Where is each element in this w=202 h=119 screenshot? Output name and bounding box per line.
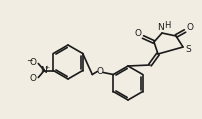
Text: N: N	[157, 22, 163, 32]
Text: O: O	[97, 67, 104, 76]
Text: N: N	[40, 66, 47, 75]
Text: S: S	[185, 45, 191, 54]
Text: O: O	[135, 30, 141, 39]
Text: H: H	[164, 22, 170, 30]
Text: −: −	[26, 56, 33, 65]
Text: +: +	[45, 65, 50, 70]
Text: O: O	[186, 23, 194, 32]
Text: O: O	[30, 74, 37, 83]
Text: O: O	[30, 58, 37, 67]
